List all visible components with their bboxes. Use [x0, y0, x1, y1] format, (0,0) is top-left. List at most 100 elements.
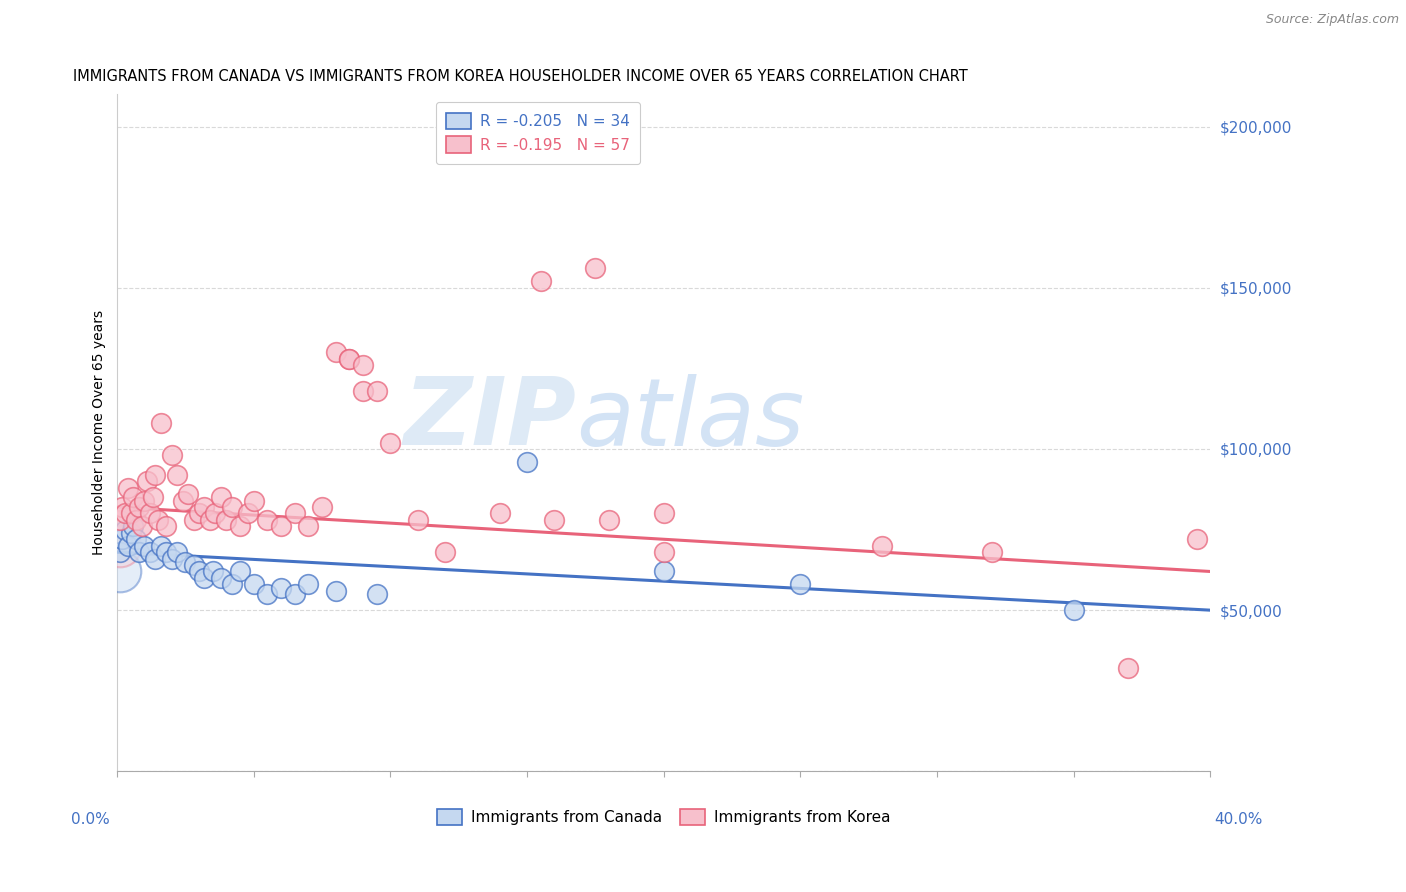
Point: [108, 565, 131, 579]
Point: [1063, 603, 1085, 617]
Point: [131, 519, 153, 533]
Point: [136, 475, 159, 489]
Point: [311, 500, 333, 514]
Point: [128, 500, 150, 514]
Point: [872, 539, 894, 553]
Point: [366, 384, 388, 398]
Point: [172, 493, 194, 508]
Point: [160, 551, 183, 566]
Legend: Immigrants from Canada, Immigrants from Korea: Immigrants from Canada, Immigrants from …: [432, 803, 897, 831]
Point: [111, 533, 134, 547]
Point: [406, 513, 429, 527]
Point: [166, 545, 188, 559]
Point: [141, 491, 163, 505]
Point: [183, 513, 205, 527]
Point: [125, 513, 148, 527]
Point: [128, 545, 150, 559]
Point: [193, 571, 215, 585]
Point: [108, 513, 131, 527]
Point: [166, 467, 188, 482]
Point: [256, 587, 278, 601]
Point: [193, 500, 215, 514]
Point: [139, 507, 162, 521]
Point: [120, 507, 142, 521]
Point: [284, 507, 307, 521]
Point: [125, 533, 148, 547]
Point: [652, 507, 675, 521]
Text: ZIP: ZIP: [404, 374, 576, 466]
Point: [149, 416, 172, 430]
Point: [256, 513, 278, 527]
Text: IMMIGRANTS FROM CANADA VS IMMIGRANTS FROM KOREA HOUSEHOLDER INCOME OVER 65 YEARS: IMMIGRANTS FROM CANADA VS IMMIGRANTS FRO…: [73, 69, 967, 84]
Point: [139, 545, 162, 559]
Point: [114, 507, 136, 521]
Point: [270, 519, 292, 533]
Point: [215, 513, 238, 527]
Point: [209, 491, 232, 505]
Point: [114, 523, 136, 537]
Point: [221, 577, 243, 591]
Point: [146, 513, 169, 527]
Point: [530, 274, 553, 288]
Point: [155, 519, 177, 533]
Point: [209, 571, 232, 585]
Point: [516, 455, 538, 469]
Point: [238, 507, 260, 521]
Point: [380, 435, 402, 450]
Point: [297, 577, 319, 591]
Point: [177, 487, 200, 501]
Point: [221, 500, 243, 514]
Point: [337, 351, 360, 366]
Text: 0.0%: 0.0%: [72, 812, 110, 827]
Point: [434, 545, 457, 559]
Point: [188, 565, 211, 579]
Point: [325, 583, 347, 598]
Point: [352, 384, 374, 398]
Point: [117, 481, 139, 495]
Text: 40.0%: 40.0%: [1215, 812, 1263, 827]
Point: [337, 351, 360, 366]
Point: [242, 493, 264, 508]
Point: [242, 577, 264, 591]
Point: [598, 513, 620, 527]
Point: [297, 519, 319, 533]
Point: [160, 449, 183, 463]
Point: [149, 539, 172, 553]
Point: [1185, 533, 1208, 547]
Point: [352, 358, 374, 372]
Point: [134, 493, 156, 508]
Point: [652, 565, 675, 579]
Point: [198, 513, 221, 527]
Point: [108, 545, 131, 559]
Point: [143, 467, 166, 482]
Point: [789, 577, 811, 591]
Point: [188, 507, 211, 521]
Point: [143, 551, 166, 566]
Point: [204, 507, 226, 521]
Point: [108, 539, 131, 553]
Point: [201, 565, 224, 579]
Point: [583, 261, 606, 276]
Point: [117, 539, 139, 553]
Point: [980, 545, 1002, 559]
Point: [652, 545, 675, 559]
Point: [120, 525, 142, 540]
Point: [229, 565, 252, 579]
Point: [183, 558, 205, 572]
Text: atlas: atlas: [576, 374, 804, 465]
Point: [284, 587, 307, 601]
Point: [111, 500, 134, 514]
Point: [325, 345, 347, 359]
Point: [366, 587, 388, 601]
Point: [155, 545, 177, 559]
Point: [174, 555, 197, 569]
Point: [543, 513, 565, 527]
Point: [134, 539, 156, 553]
Point: [488, 507, 510, 521]
Y-axis label: Householder Income Over 65 years: Householder Income Over 65 years: [91, 310, 105, 556]
Point: [122, 491, 145, 505]
Point: [229, 519, 252, 533]
Text: Source: ZipAtlas.com: Source: ZipAtlas.com: [1265, 13, 1399, 27]
Point: [1118, 661, 1140, 675]
Point: [270, 581, 292, 595]
